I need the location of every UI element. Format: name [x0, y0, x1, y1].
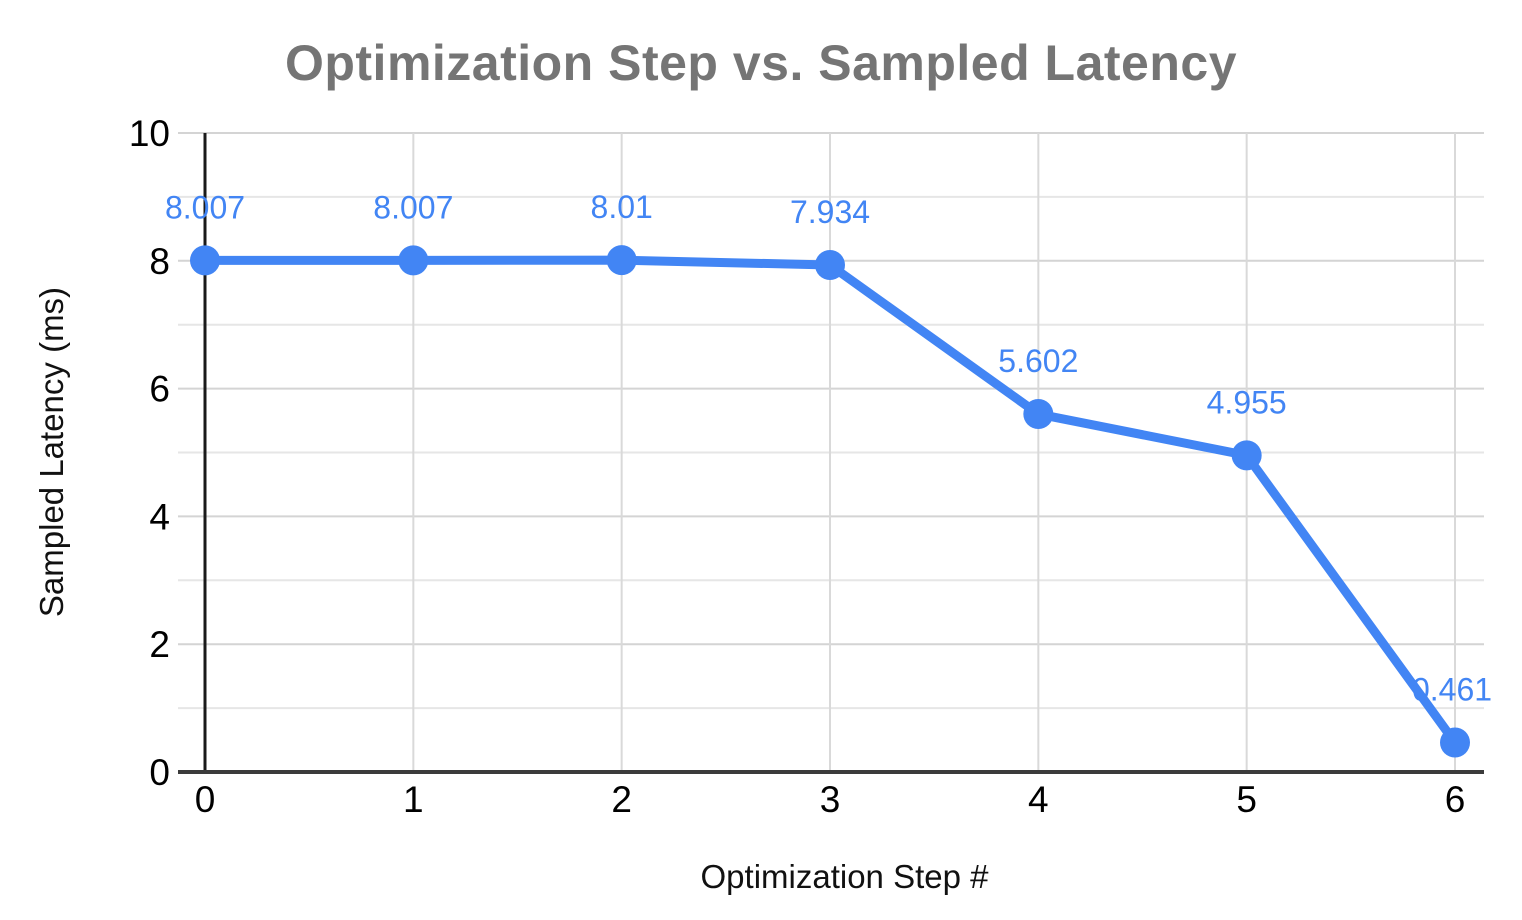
data-point-label: 8.007: [373, 189, 453, 225]
x-tick-label: 2: [611, 779, 632, 820]
x-tick-label: 5: [1236, 779, 1257, 820]
data-point-label: 0.461: [1412, 672, 1492, 708]
data-point-marker: [606, 245, 637, 276]
x-axis-title: Optimization Step #: [700, 858, 989, 895]
data-point-label: 7.934: [790, 194, 870, 230]
data-point-label: 5.602: [998, 343, 1078, 379]
data-point-label: 8.007: [165, 189, 245, 225]
x-tick-label: 4: [1028, 779, 1049, 820]
data-point-label: 8.01: [591, 189, 653, 225]
data-point-marker: [398, 245, 429, 276]
y-tick-label: 2: [149, 624, 170, 665]
data-point-marker: [190, 245, 220, 276]
data-point-marker: [1440, 727, 1470, 758]
y-tick-label: 8: [149, 241, 170, 282]
y-tick-label: 6: [149, 369, 170, 410]
x-tick-label: 1: [403, 779, 424, 820]
data-point-marker: [815, 250, 845, 281]
x-tick-label: 3: [820, 779, 841, 820]
y-tick-label: 4: [149, 496, 170, 537]
y-tick-label: 10: [129, 113, 170, 154]
data-point-marker: [1231, 440, 1262, 471]
chart-title: Optimization Step vs. Sampled Latency: [284, 35, 1238, 91]
x-tick-label: 6: [1445, 779, 1466, 820]
y-axis-title: Sampled Latency (ms): [33, 286, 70, 618]
data-point-marker: [1023, 399, 1054, 430]
x-tick-label: 0: [195, 779, 216, 820]
y-tick-label: 0: [149, 752, 170, 793]
data-point-label: 4.955: [1207, 384, 1287, 420]
